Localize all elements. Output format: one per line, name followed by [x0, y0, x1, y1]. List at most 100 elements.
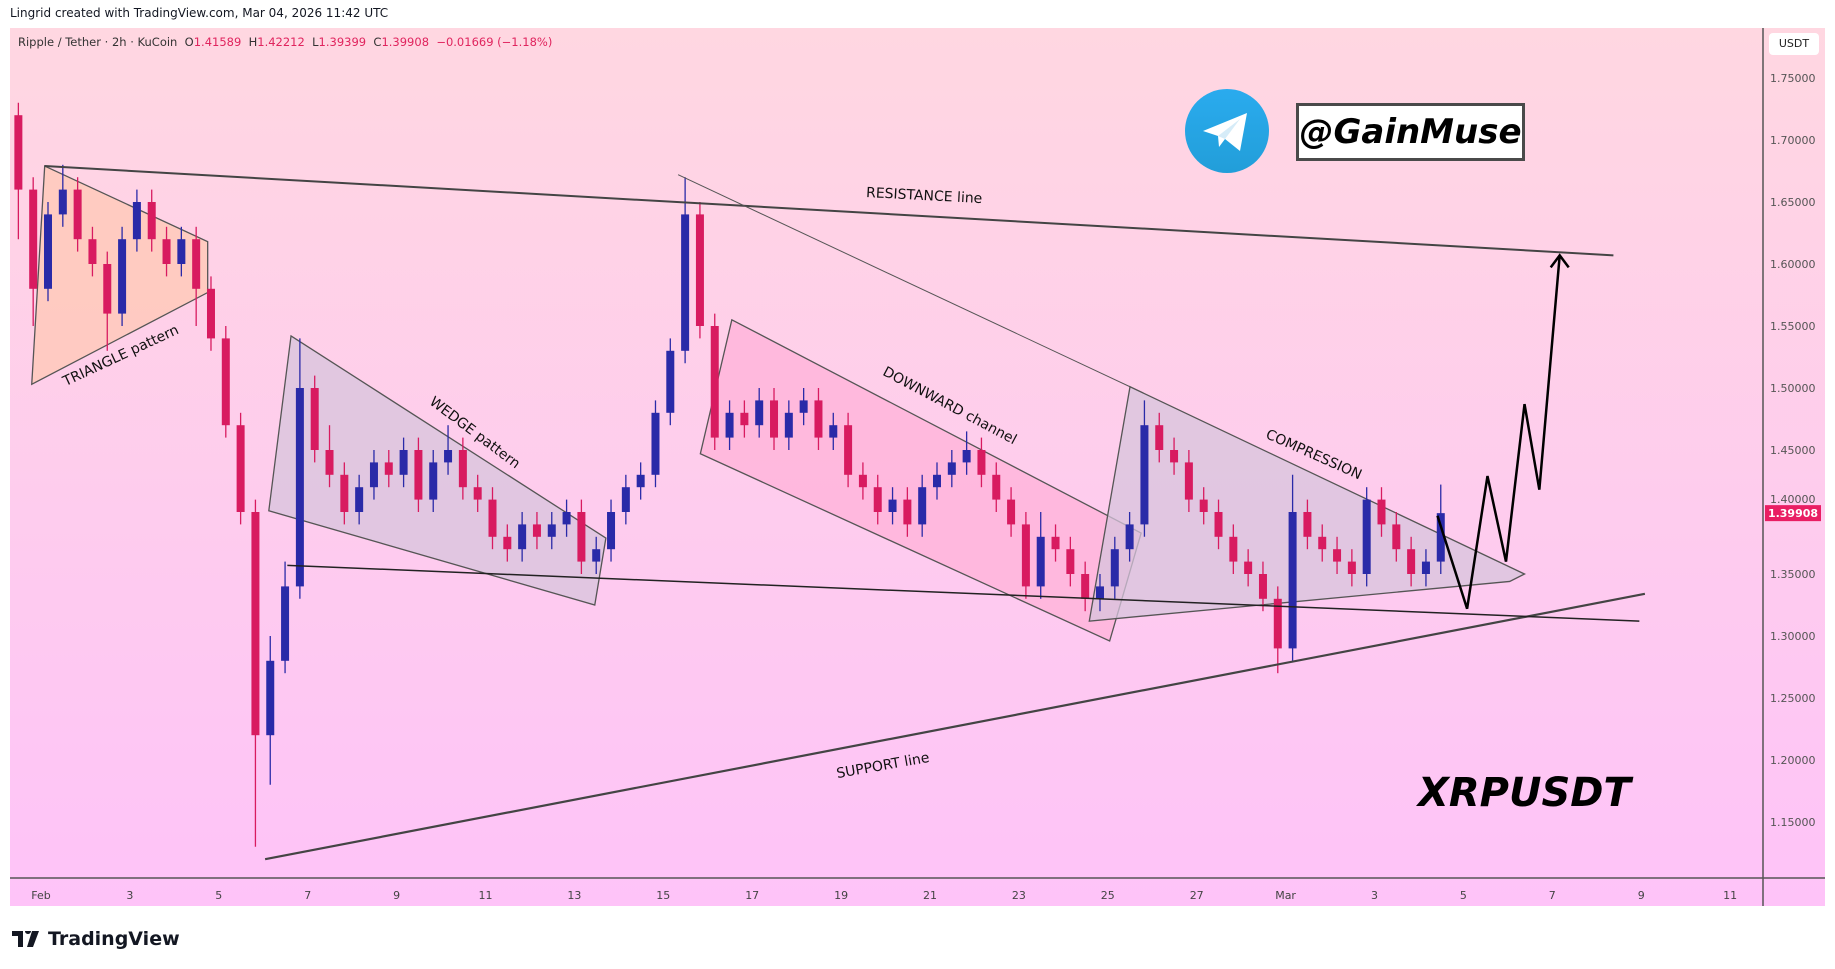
candle-body: [236, 425, 245, 512]
candle-body: [399, 450, 408, 475]
candle-body: [103, 264, 112, 314]
x-tick-label: 3: [126, 889, 133, 902]
x-tick-label: 11: [479, 889, 493, 902]
candle-body: [118, 239, 127, 314]
y-tick-label: 1.45000: [1770, 444, 1816, 457]
candle-body: [206, 288, 215, 339]
candle-body: [858, 474, 867, 488]
candle-body: [221, 338, 230, 426]
candle-body: [1199, 499, 1208, 512]
y-tick-label: 1.65000: [1770, 196, 1816, 209]
projection-path[interactable]: [1436, 255, 1561, 610]
candle-body: [844, 425, 853, 475]
y-tick-label: 1.25000: [1770, 692, 1816, 705]
x-tick-label: 7: [304, 889, 311, 902]
candle-body: [44, 214, 52, 289]
candle-body: [251, 512, 260, 736]
candle-body: [488, 499, 497, 537]
candle-body: [1318, 536, 1327, 550]
candle-body: [977, 450, 986, 475]
candle-body: [1377, 499, 1386, 525]
candle-body: [888, 499, 897, 512]
symbol-watermark: XRPUSDT: [1418, 770, 1631, 816]
y-tick-label: 1.60000: [1770, 258, 1816, 271]
low-value: 1.39399: [318, 35, 367, 49]
channel-shape[interactable]: [699, 318, 1142, 642]
horizontal-trendline[interactable]: [287, 564, 1640, 622]
tradingview-logo-icon: [12, 931, 39, 947]
candle-body: [1229, 536, 1238, 562]
candle-body: [1258, 574, 1267, 599]
candle-body: [562, 512, 571, 525]
resistance-line[interactable]: [44, 165, 1614, 257]
candle-body: [1273, 598, 1282, 649]
open-label: O: [184, 35, 194, 49]
x-tick-label: 5: [1460, 889, 1467, 902]
candle-body: [903, 499, 912, 525]
y-tick-label: 1.40000: [1770, 493, 1816, 506]
descending-trendline[interactable]: [677, 174, 1131, 388]
candle-body: [1362, 499, 1371, 574]
candle-body: [1110, 549, 1119, 587]
x-tick-label: Feb: [31, 889, 50, 902]
candle-body: [1051, 536, 1060, 550]
candle-body: [162, 239, 171, 264]
candle-body: [1155, 425, 1164, 450]
candle-body: [710, 326, 719, 438]
candle-body: [14, 115, 23, 190]
x-tick-label: 17: [745, 889, 759, 902]
y-tick-label: 1.30000: [1770, 630, 1816, 643]
currency-button[interactable]: USDT: [1769, 33, 1819, 55]
candle-body: [695, 214, 704, 326]
x-tick-label: 27: [1190, 889, 1204, 902]
wedge-shape[interactable]: [268, 334, 607, 606]
candle-body: [281, 586, 290, 661]
candle-body: [192, 239, 201, 289]
change-value: −0.01669 (−1.18%): [436, 35, 553, 49]
x-tick-label: 3: [1371, 889, 1378, 902]
candle-body: [592, 549, 601, 562]
candle-body: [295, 388, 304, 587]
low-label: L: [312, 35, 319, 49]
candle-body: [532, 524, 541, 537]
candle-body: [132, 202, 141, 240]
telegram-icon: [1185, 89, 1269, 173]
arrow-head-icon: [1549, 253, 1570, 269]
candle-body: [73, 189, 82, 240]
candle-body: [1170, 450, 1179, 463]
candle-body: [607, 512, 616, 550]
candle-body: [962, 450, 971, 463]
candle-body: [1303, 512, 1312, 537]
candle-body: [325, 450, 334, 475]
x-tick-label: Mar: [1275, 889, 1296, 902]
y-tick-label: 1.35000: [1770, 568, 1816, 581]
candle-body: [992, 474, 1001, 500]
candle-body: [1036, 536, 1045, 587]
x-tick-label: 13: [567, 889, 581, 902]
candle-body: [814, 400, 823, 438]
candle-body: [444, 450, 453, 463]
x-tick-label: 21: [923, 889, 937, 902]
handle-badge: @GainMuse: [1296, 103, 1525, 161]
candle-body: [755, 400, 764, 426]
tradingview-logo: TradingView: [12, 928, 180, 950]
candle-body: [799, 400, 808, 413]
y-tick-label: 1.55000: [1770, 320, 1816, 333]
candle-body: [1021, 524, 1030, 587]
candle-body: [547, 524, 556, 537]
support-line[interactable]: [264, 592, 1646, 861]
candle-body: [384, 462, 393, 475]
candle-body: [1184, 462, 1193, 500]
candle-body: [873, 487, 882, 512]
candle-body: [340, 474, 349, 512]
candle-body: [369, 462, 378, 488]
candle-body: [1407, 549, 1416, 574]
candle-body: [414, 450, 423, 500]
candle-body: [1081, 574, 1090, 599]
x-tick-label: 9: [1638, 889, 1645, 902]
ohlc-legend: Ripple / Tether · 2h · KuCoin O1.41589 H…: [18, 35, 552, 49]
candle-body: [1333, 549, 1342, 562]
candle-body: [177, 239, 186, 264]
symbol-info: Ripple / Tether · 2h · KuCoin: [18, 35, 178, 49]
